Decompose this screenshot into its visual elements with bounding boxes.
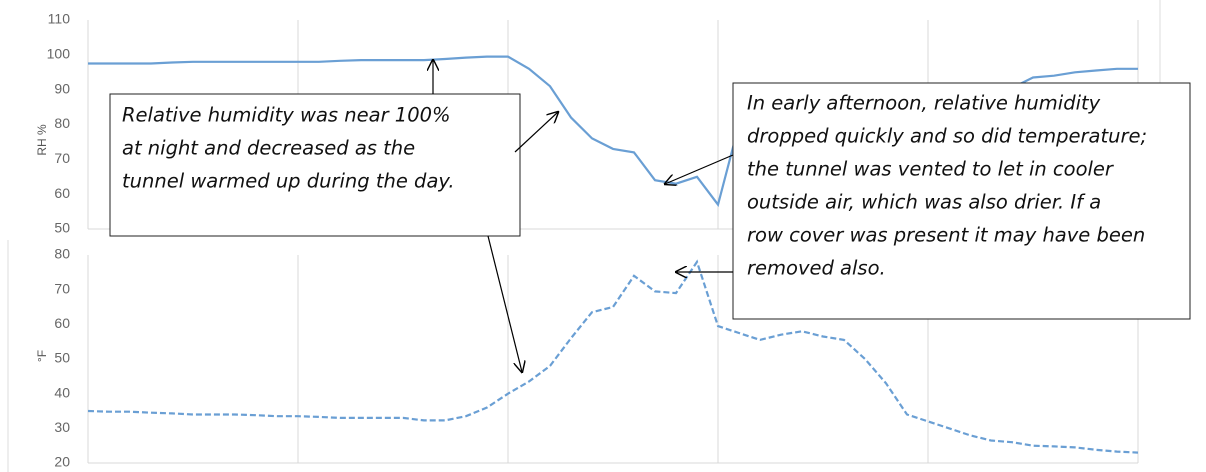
y-tick-label: 40 — [54, 384, 70, 400]
annotations: Relative humidity was near 100% at night … — [109, 60, 1191, 372]
arrow — [514, 112, 558, 153]
arrow — [487, 235, 522, 372]
y-axis-title: °F — [35, 350, 49, 362]
y-axis-title: RH % — [35, 124, 49, 156]
annotation-text: tunnel warmed up during the day. — [122, 170, 455, 193]
y-tick-label: 50 — [54, 350, 70, 366]
annotation-text: Relative humidity was near 100% — [122, 104, 451, 127]
y-tick-label: 110 — [48, 11, 71, 27]
annotation-text: at night and decreased as the — [122, 137, 415, 160]
annotation-text: the tunnel was vented to let in cooler — [747, 158, 1115, 181]
annotation-text: row cover was present it may have been — [747, 224, 1145, 247]
y-tick-label: 100 — [47, 46, 71, 62]
annotation-text: dropped quickly and so did temperature; — [747, 125, 1147, 148]
y-tick-label: 70 — [54, 150, 70, 166]
annotation-text: In early afternoon, relative humidity — [747, 92, 1101, 115]
arrow — [665, 154, 734, 184]
annotation-text: outside air, which was also drier. If a — [747, 191, 1101, 214]
y-tick-label: 30 — [54, 419, 70, 435]
y-tick-label: 50 — [54, 220, 70, 236]
y-tick-label: 70 — [54, 280, 70, 296]
y-tick-label: 80 — [54, 246, 70, 262]
y-tick-label: 60 — [54, 315, 70, 331]
y-tick-label: 60 — [54, 185, 70, 201]
y-tick-label: 20 — [54, 454, 70, 470]
y-tick-label: 90 — [54, 80, 70, 96]
annotation-box — [732, 82, 1191, 320]
data-line — [87, 259, 1139, 454]
annotation-box — [109, 93, 521, 237]
annotation-text: removed also. — [747, 257, 886, 280]
y-tick-label: 80 — [54, 115, 70, 131]
